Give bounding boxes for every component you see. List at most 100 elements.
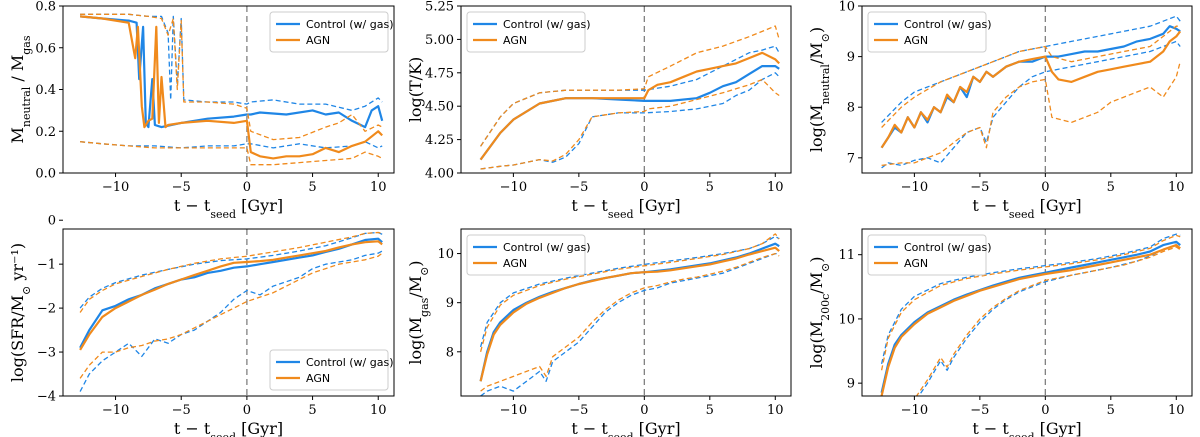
y-tick-label: −1	[37, 258, 56, 273]
legend-label-control: Control (w/ gas)	[306, 18, 394, 31]
x-tick-label: −10	[901, 180, 928, 195]
y-tick-label: 0.4	[35, 83, 56, 98]
y-tick-label: 10	[838, 0, 855, 15]
legend: Control (w/ gas) AGN	[269, 11, 394, 53]
y-tick-label: 9	[847, 50, 855, 65]
series-line-agn-upper	[881, 25, 1181, 128]
y-tick-label: 4.25	[425, 133, 454, 148]
x-tick-label: 5	[1107, 403, 1115, 418]
series-line-agn-lower	[80, 141, 383, 166]
x-tick-label: 0	[640, 180, 648, 195]
legend-label-agn: AGN	[306, 372, 330, 385]
series-line-control-median	[79, 237, 383, 349]
y-tick-label: 8	[446, 345, 454, 360]
series-line-control-lower	[80, 141, 383, 149]
x-tick-label: 0	[640, 403, 648, 418]
series-line-control-lower	[79, 250, 383, 392]
y-axis-label: log(Mneutral/M⊙)	[807, 27, 832, 152]
series-line-agn-upper	[480, 25, 780, 147]
series-line-agn-upper	[80, 13, 383, 141]
y-tick-label: 0.0	[35, 167, 56, 182]
series-line-agn-median	[79, 240, 383, 351]
legend-label-control: Control (w/ gas)	[503, 18, 591, 31]
y-tick-label: −2	[37, 302, 56, 317]
plot-frame	[861, 228, 1193, 397]
series-line-control-lower	[881, 40, 1181, 169]
y-tick-label: 7	[847, 151, 855, 166]
x-tick-label: 5	[308, 403, 316, 418]
y-tick-label: 9	[847, 377, 855, 392]
y-tick-label: 4.50	[425, 100, 454, 115]
chart-panel-5: −10 −5 0 5 10 8 9 10 t − tseed [Gyr] log(Mgas/M⊙)…	[406, 228, 792, 437]
y-tick-label: −4	[37, 390, 56, 405]
y-tick-label: 4.00	[425, 167, 454, 182]
x-tick-label: 5	[706, 403, 714, 418]
series-line-control-median	[880, 240, 1181, 394]
y-tick-label: 10	[838, 312, 855, 327]
series-line-control-upper	[880, 233, 1181, 365]
legend: Control (w/ gas) AGN	[466, 234, 591, 276]
y-axis-label: log(SFR/M⊙ yr⁻¹)	[8, 243, 33, 382]
y-tick-label: 0.6	[35, 41, 56, 56]
x-tick-label: 10	[370, 180, 387, 195]
y-tick-label: 5.25	[425, 0, 454, 15]
x-tick-label: 10	[370, 403, 387, 418]
series-line-agn-median	[880, 244, 1181, 396]
x-tick-label: 5	[308, 180, 316, 195]
x-tick-label: −5	[970, 403, 989, 418]
x-tick-label: −10	[102, 180, 129, 195]
series-line-control-upper	[480, 45, 780, 147]
legend-label-agn: AGN	[904, 257, 928, 270]
y-tick-label: 8	[847, 101, 855, 116]
x-tick-label: −10	[901, 403, 928, 418]
series-line-agn-median	[880, 30, 1182, 149]
series-line-agn-lower	[79, 252, 383, 379]
plot-frame	[62, 228, 395, 397]
chart-panel-2: −10 −5 0 5 10 4.00 4.25 4.50 4.75 5.00 5.25 t − tse…	[406, 0, 792, 221]
series-line-agn-upper	[479, 233, 780, 352]
x-tick-label: 0	[1041, 180, 1049, 195]
legend-label-agn: AGN	[503, 257, 527, 270]
y-tick-label: 9	[446, 296, 454, 311]
plot-frame	[861, 5, 1193, 174]
x-tick-label: −10	[500, 403, 527, 418]
series-line-agn-lower	[480, 252, 780, 392]
x-tick-label: −5	[569, 180, 588, 195]
x-tick-label: 0	[243, 403, 251, 418]
x-axis-label: t − tseed [Gyr]	[571, 196, 680, 221]
series-line-agn-lower	[915, 246, 1181, 396]
x-tick-label: −5	[172, 403, 191, 418]
series-line-control-lower	[917, 244, 1181, 396]
y-axis-label: log(M200c/M⊙)	[807, 256, 832, 368]
y-tick-label: 11	[838, 248, 855, 263]
x-axis-label: t − tseed [Gyr]	[972, 196, 1081, 221]
series-line-agn-median	[79, 15, 383, 160]
x-tick-label: −10	[102, 403, 129, 418]
x-tick-label: 10	[767, 180, 784, 195]
y-tick-label: 5.00	[425, 33, 454, 48]
series-line-control-lower	[480, 72, 780, 170]
y-axis-label: log(T/K)	[406, 57, 425, 123]
y-axis-label: Mneutral / Mgas	[8, 35, 33, 143]
x-tick-label: −10	[500, 180, 527, 195]
legend: Control (w/ gas) AGN	[867, 11, 992, 53]
x-tick-label: −5	[172, 180, 191, 195]
legend-label-control: Control (w/ gas)	[503, 241, 591, 254]
y-tick-label: 0.8	[35, 0, 56, 15]
legend-label-control: Control (w/ gas)	[306, 356, 394, 369]
x-axis-label: t − tseed [Gyr]	[972, 419, 1081, 437]
x-axis-label: t − tseed [Gyr]	[571, 419, 680, 437]
x-tick-label: 0	[1041, 403, 1049, 418]
series-line-agn-lower	[480, 78, 780, 170]
x-tick-label: 0	[243, 180, 251, 195]
x-tick-label: 10	[767, 403, 784, 418]
legend: Control (w/ gas) AGN	[269, 349, 394, 391]
plot-frame	[460, 228, 792, 397]
y-tick-label: −3	[37, 346, 56, 361]
x-tick-label: −5	[569, 403, 588, 418]
legend-label-agn: AGN	[904, 34, 928, 47]
chart-panel-6: −10 −5 0 5 10 9 10 11 t − tseed [Gyr] log(M200c/M…	[807, 228, 1193, 437]
series-line-agn-upper	[880, 234, 1181, 371]
x-axis-label: t − tseed [Gyr]	[174, 196, 283, 221]
